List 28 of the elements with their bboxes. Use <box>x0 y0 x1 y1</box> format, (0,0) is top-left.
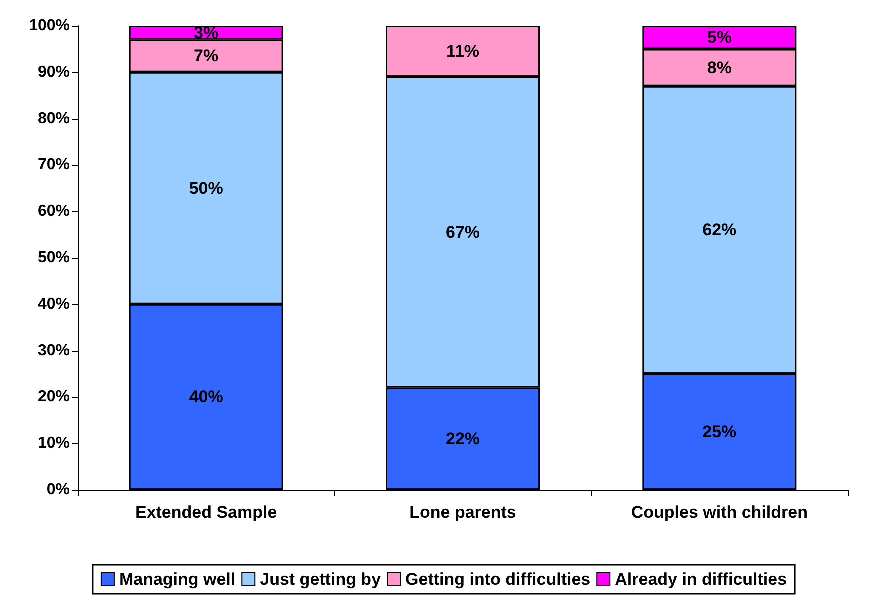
y-tick-label: 20% <box>38 388 70 406</box>
y-tick-label: 50% <box>38 250 70 266</box>
x-tick-label: Couples with children <box>631 503 808 522</box>
data-label: 5% <box>707 28 732 48</box>
data-label: 22% <box>446 429 480 448</box>
data-label: 7% <box>194 46 219 66</box>
data-label: 40% <box>189 388 224 407</box>
y-tick-label: 10% <box>38 435 70 452</box>
data-label: 62% <box>702 220 737 240</box>
y-tick-label: 30% <box>38 342 70 360</box>
data-label: 8% <box>707 58 732 78</box>
legend-label: Already in difficulties <box>615 570 788 589</box>
legend-label: Just getting by <box>260 570 382 589</box>
data-label: 67% <box>446 222 480 242</box>
y-tick-label: 0% <box>46 482 70 498</box>
y-tick-label: 100% <box>29 18 70 34</box>
y-tick-label: 60% <box>38 203 70 220</box>
x-tick-label: Lone parents <box>410 503 516 522</box>
legend-label: Getting into difficulties <box>406 570 591 589</box>
y-tick-label: 40% <box>38 296 70 313</box>
data-label: 50% <box>189 178 224 198</box>
y-tick-label: 90% <box>38 64 70 81</box>
legend-label: Managing well <box>119 570 236 589</box>
y-tick-label: 80% <box>38 110 70 128</box>
x-tick-label: Extended Sample <box>135 503 278 522</box>
data-label: 11% <box>446 42 480 62</box>
y-tick-label: 70% <box>38 156 70 174</box>
data-label: 25% <box>702 422 737 442</box>
